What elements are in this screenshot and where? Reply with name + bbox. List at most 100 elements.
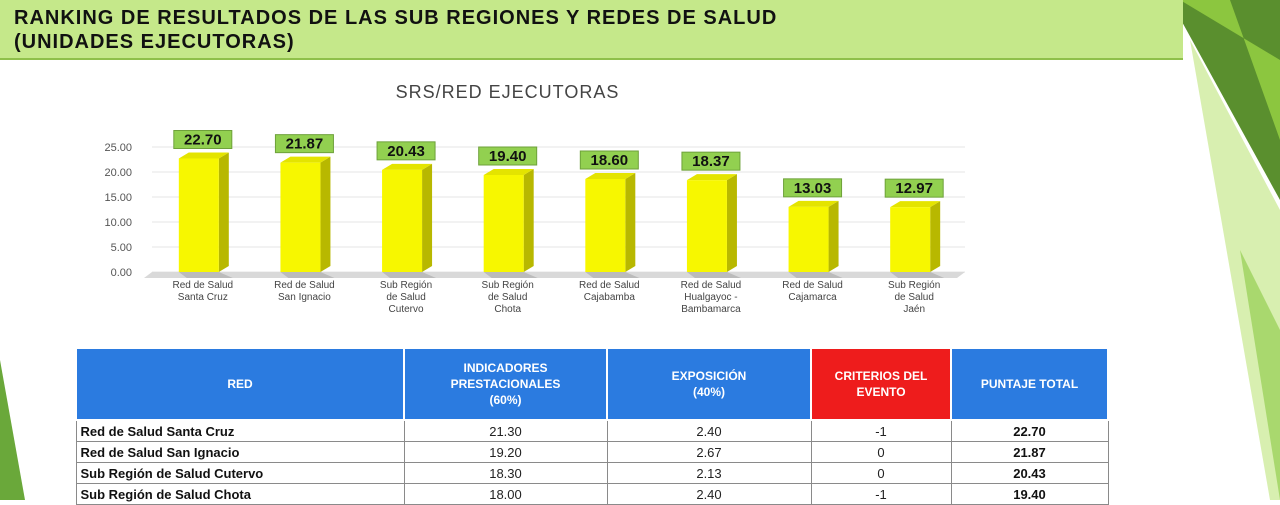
bar-top <box>280 156 331 163</box>
header-red: RED <box>75 347 405 421</box>
cell-exposicion: 2.40 <box>606 483 812 505</box>
cell-indicadores: 18.30 <box>403 462 608 484</box>
cell-exposicion: 2.13 <box>606 462 812 484</box>
data-label-box <box>783 178 843 198</box>
cell-indicadores: 18.00 <box>403 483 608 505</box>
bar <box>483 175 524 272</box>
data-label-box <box>478 146 538 166</box>
header-exposicion: EXPOSICIÓN (40%) <box>606 347 812 421</box>
bar-shadow <box>585 272 640 278</box>
data-label: 12.97 <box>895 180 933 197</box>
data-label-box <box>173 130 233 149</box>
table-header-row: RED INDICADORES PRESTACIONALES (60%) EXP… <box>75 347 1109 421</box>
data-label: 13.03 <box>794 180 832 197</box>
cell-criterios: -1 <box>810 483 952 505</box>
chart-floor <box>144 272 965 278</box>
x-tick-label: Sub Región de Salud Jaén <box>888 280 940 315</box>
bar-side <box>625 173 636 272</box>
bar-shadow <box>788 272 843 278</box>
bar-shadow <box>686 272 741 278</box>
cell-indicadores: 19.20 <box>403 441 608 463</box>
header-puntaje-total: PUNTAJE TOTAL <box>950 347 1109 421</box>
bar <box>686 180 727 272</box>
bar-side <box>422 163 433 272</box>
data-label-box <box>884 178 944 198</box>
bar <box>585 179 626 272</box>
bar <box>280 162 321 272</box>
bar-side <box>320 156 331 272</box>
bar-top <box>382 163 433 170</box>
slide-title-line-1: RANKING DE RESULTADOS DE LAS SUB REGIONE… <box>14 7 778 29</box>
cell-criterios: 0 <box>810 462 952 484</box>
y-tick-label: 25.00 <box>104 142 132 154</box>
bar-top <box>686 174 737 181</box>
bar-shadow <box>280 272 335 278</box>
slide-title-line-2: (UNIDADES EJECUTORAS) <box>14 31 295 53</box>
bar <box>382 169 423 272</box>
bar-top <box>178 152 229 159</box>
decorative-green-shapes-right <box>1170 0 1280 500</box>
bar <box>178 158 219 272</box>
cell-red: Sub Región de Salud Chota <box>75 483 405 505</box>
cell-red: Sub Región de Salud Cutervo <box>75 462 405 484</box>
y-tick-label: 5.00 <box>111 242 132 254</box>
bar-side <box>523 169 534 272</box>
bar <box>890 207 931 272</box>
bar-side <box>828 200 839 272</box>
bar-top <box>788 200 839 207</box>
y-tick-label: 15.00 <box>104 192 132 204</box>
data-label-box <box>376 141 436 161</box>
header-indicadores: INDICADORES PRESTACIONALES (60%) <box>403 347 608 421</box>
cell-exposicion: 2.40 <box>606 419 812 442</box>
bar-shadow <box>890 272 945 278</box>
data-label-box <box>274 134 334 154</box>
bar-shadow <box>382 272 437 278</box>
table-row: Sub Región de Salud Cutervo 18.30 2.13 0… <box>75 462 1109 484</box>
bar-side <box>726 174 737 272</box>
data-label: 19.40 <box>489 148 527 165</box>
data-label-box <box>681 151 741 171</box>
cell-total: 20.43 <box>950 462 1109 484</box>
y-tick-label: 0.00 <box>111 267 132 279</box>
data-label: 20.43 <box>387 143 425 160</box>
data-label-box <box>579 150 639 170</box>
cell-total: 22.70 <box>950 419 1109 442</box>
cell-exposicion: 2.67 <box>606 441 812 463</box>
header-criterios: CRITERIOS DEL EVENTO <box>810 347 952 421</box>
data-label: 21.87 <box>286 136 324 153</box>
bar-chart: 0.00 5.00 10.00 15.00 20.00 25.00 22.70 Red de … <box>104 130 965 315</box>
cell-criterios: -1 <box>810 419 952 442</box>
x-tick-label: Red de Salud Santa Cruz <box>173 280 234 303</box>
x-tick-label: Sub Región de Salud Cutervo <box>380 280 432 315</box>
slide-title-bar: RANKING DE RESULTADOS DE LAS SUB REGIONE… <box>0 0 1183 60</box>
bar-top <box>585 173 636 179</box>
bar-side <box>218 152 229 272</box>
cell-red: Red de Salud San Ignacio <box>75 441 405 463</box>
bar-shadow <box>178 272 233 278</box>
data-label: 18.37 <box>692 153 730 170</box>
cell-criterios: 0 <box>810 441 952 463</box>
y-tick-label: 10.00 <box>104 217 132 229</box>
chart-title: SRS/RED EJECUTORAS <box>395 82 620 102</box>
bar-side <box>930 201 941 272</box>
x-tick-label: Sub Región de Salud Chota <box>482 280 534 315</box>
data-label: 18.60 <box>591 152 629 169</box>
decorative-green-shape-left <box>0 360 25 500</box>
x-tick-label: Red de Salud Cajabamba <box>579 280 640 303</box>
data-label: 22.70 <box>184 132 222 149</box>
results-table: RED INDICADORES PRESTACIONALES (60%) EXP… <box>75 347 1109 505</box>
x-tick-label: Red de Salud Hualgayoc -Bambamarca <box>681 280 742 315</box>
bar-top <box>890 201 941 208</box>
table-row: Red de Salud Santa Cruz 21.30 2.40 -1 22… <box>75 419 1109 442</box>
y-tick-label: 20.00 <box>104 167 132 179</box>
bar <box>788 206 829 272</box>
cell-indicadores: 21.30 <box>403 419 608 442</box>
x-tick-label: Red de Salud San Ignacio <box>274 280 335 303</box>
table-row: Sub Región de Salud Chota 18.00 2.40 -1 … <box>75 483 1109 505</box>
cell-total: 21.87 <box>950 441 1109 463</box>
cell-red: Red de Salud Santa Cruz <box>75 419 405 442</box>
table-row: Red de Salud San Ignacio 19.20 2.67 0 21… <box>75 441 1109 463</box>
x-tick-label: Red de Salud Cajamarca <box>782 280 843 303</box>
bar-shadow <box>483 272 538 278</box>
bar-top <box>483 169 534 175</box>
